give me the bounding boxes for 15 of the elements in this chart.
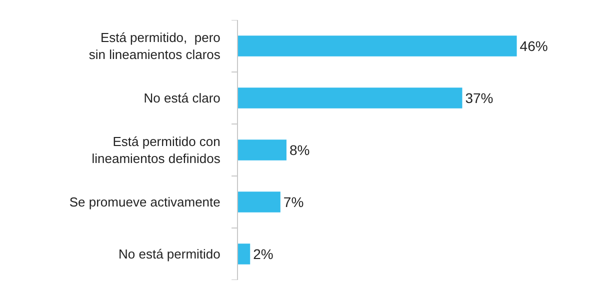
data-label: 37%	[465, 90, 494, 106]
y-tick-label: No está claro	[144, 90, 220, 106]
data-label: 7%	[283, 194, 304, 210]
bar	[238, 140, 286, 160]
y-tick-label: No está permitido	[118, 246, 220, 262]
data-label: 46%	[520, 38, 548, 54]
bar	[238, 192, 280, 212]
bar	[238, 36, 517, 56]
data-label: 2%	[253, 246, 274, 262]
y-tick-label: Está permitido, pero sin lineamientos claros	[88, 30, 221, 62]
bar	[238, 88, 462, 108]
data-label: 8%	[289, 142, 310, 158]
bar	[238, 244, 250, 264]
y-tick-label: Está permitido con lineamientos definidos	[92, 134, 221, 166]
y-tick-label: Se promueve activamente	[69, 194, 220, 210]
